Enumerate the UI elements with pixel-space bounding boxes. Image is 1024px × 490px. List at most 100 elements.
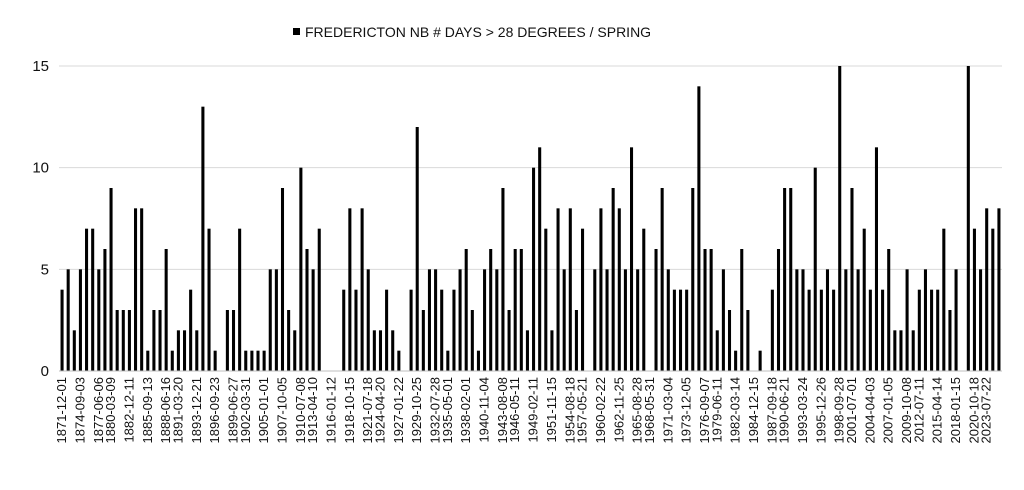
bar	[574, 310, 578, 371]
bar	[268, 269, 272, 371]
bar	[783, 188, 787, 371]
bar	[930, 289, 934, 371]
bar	[966, 66, 970, 371]
x-tick-label: 1932-07-28	[428, 377, 443, 444]
bar	[164, 249, 168, 371]
bar	[146, 350, 150, 371]
x-tick-label: 1971-03-04	[660, 377, 675, 444]
bar	[844, 269, 848, 371]
bar	[109, 188, 113, 371]
x-tick-label: 2009-10-08	[899, 377, 914, 444]
y-tick-label: 10	[32, 160, 49, 177]
bar	[911, 330, 915, 371]
bar	[746, 310, 750, 371]
x-tick-label: 1877-06-06	[91, 377, 106, 444]
x-tick-label: 1946-05-11	[507, 377, 522, 443]
bar	[495, 269, 499, 371]
bar	[85, 228, 89, 371]
x-tick-label: 1960-02-22	[593, 377, 608, 444]
bar	[78, 269, 82, 371]
bar	[513, 249, 517, 371]
bar	[366, 269, 370, 371]
bar	[887, 249, 891, 371]
x-tick-label: 2007-01-05	[881, 377, 896, 444]
bar	[60, 289, 64, 371]
bar	[360, 208, 364, 371]
bar	[225, 310, 229, 371]
legend-swatch	[293, 28, 300, 35]
bar	[985, 208, 989, 371]
x-tick-label: 1951-11-15	[544, 377, 559, 443]
bar	[409, 289, 413, 371]
bar	[832, 289, 836, 371]
x-tick-label: 1888-06-16	[158, 377, 173, 444]
bar	[421, 310, 425, 371]
x-tick-label: 1973-12-05	[679, 377, 694, 444]
bar	[899, 330, 903, 371]
bar	[397, 350, 401, 371]
x-tick-label: 1995-12-26	[813, 377, 828, 444]
bar	[599, 208, 603, 371]
bar	[936, 289, 940, 371]
bar	[140, 208, 144, 371]
x-tick-label: 1938-02-01	[458, 377, 473, 444]
bar	[385, 289, 389, 371]
x-tick-label: 1949-02-11	[526, 377, 541, 443]
bars	[60, 66, 1001, 372]
x-tick-label: 1976-09-07	[697, 377, 712, 444]
bar	[758, 350, 762, 371]
bar	[856, 269, 860, 371]
bar	[874, 147, 878, 371]
bar	[483, 269, 487, 371]
bar	[470, 310, 474, 371]
x-tick-label: 1913-04-10	[305, 377, 320, 444]
x-tick-label: 1943-08-08	[495, 377, 510, 444]
x-tick-label: 1918-10-15	[342, 377, 357, 444]
bar	[311, 269, 315, 371]
x-tick-label: 2012-07-11	[911, 377, 926, 443]
grid-lines	[59, 65, 1002, 270]
bar	[917, 289, 921, 371]
bar	[819, 289, 823, 371]
bar	[525, 330, 529, 371]
bar	[636, 269, 640, 371]
x-tick-label: 1968-05-31	[642, 377, 657, 444]
bar	[519, 249, 523, 371]
bar	[354, 289, 358, 371]
x-tick-label: 1924-04-20	[373, 377, 388, 444]
bar	[923, 269, 927, 371]
x-tick-label: 1990-06-21	[777, 377, 792, 444]
bar	[550, 330, 554, 371]
bar	[770, 289, 774, 371]
bar	[776, 249, 781, 371]
bar	[972, 228, 976, 371]
bar	[342, 289, 346, 371]
bar	[452, 289, 456, 371]
bar	[581, 228, 585, 371]
bar	[630, 147, 634, 371]
bar	[727, 310, 732, 371]
bar	[97, 269, 101, 371]
bar	[91, 228, 95, 371]
x-tick-label: 2004-04-03	[862, 377, 877, 444]
x-tick-label: 2015-04-14	[930, 377, 945, 444]
x-tick-label: 1987-09-18	[764, 377, 779, 444]
bar	[170, 350, 174, 371]
bar	[152, 310, 156, 371]
bar	[372, 330, 376, 371]
bar	[274, 269, 278, 371]
x-tick-label: 1905-01-01	[256, 377, 271, 444]
bar	[458, 269, 462, 371]
bar	[825, 269, 830, 371]
x-tick-label: 1927-01-22	[391, 377, 406, 444]
x-tick-label: 1984-12-15	[746, 377, 761, 444]
bar	[942, 228, 946, 371]
bar	[446, 350, 450, 371]
bar	[501, 188, 505, 371]
bar	[691, 188, 695, 371]
bar	[868, 289, 872, 371]
bar	[697, 86, 701, 371]
bar	[256, 350, 260, 371]
bar	[427, 269, 431, 371]
bar	[703, 249, 707, 371]
